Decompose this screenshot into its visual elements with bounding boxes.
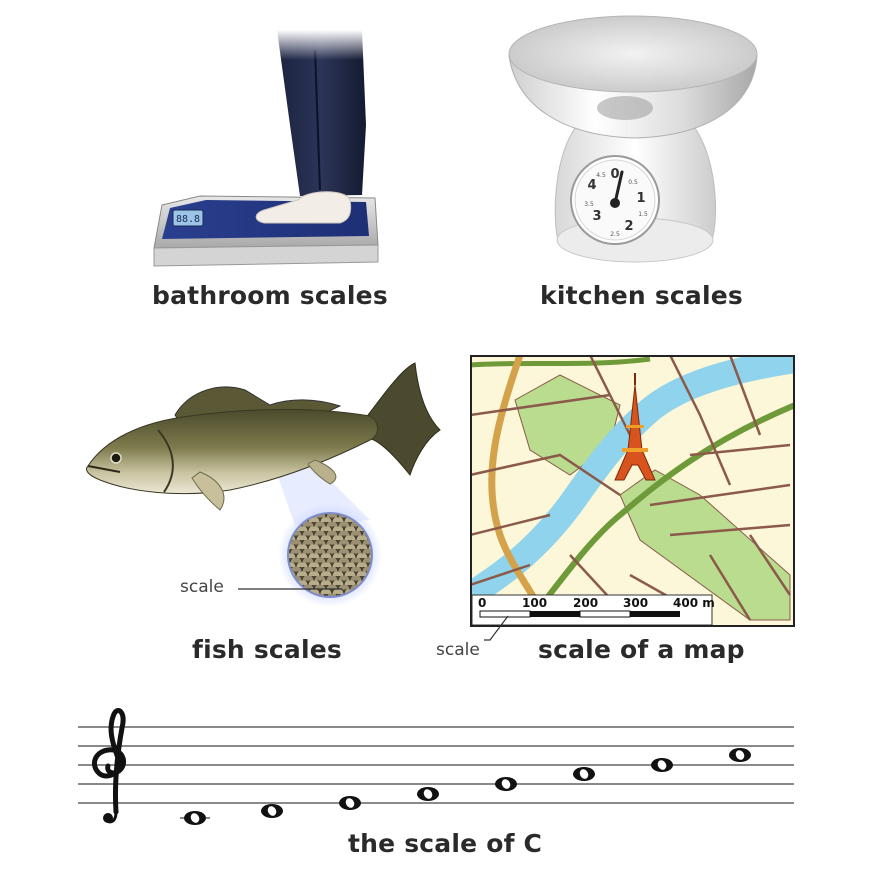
caption-bathroom-scales: bathroom scales: [152, 281, 388, 310]
scale-bar-label-300: 300: [623, 596, 648, 610]
scale-notes: [180, 748, 751, 825]
magnified-scales-circle: [287, 512, 373, 598]
note-g: [495, 777, 517, 791]
note-c-high: [729, 748, 751, 762]
note-e: [339, 796, 361, 810]
dial-minor-1-5: 1.5: [638, 211, 648, 218]
dial-minor-0-5: 0.5: [628, 179, 638, 186]
note-f: [417, 787, 439, 801]
dial-minor-2-5: 2.5: [610, 231, 620, 238]
scale-bar-label-200: 200: [573, 596, 598, 610]
treble-clef-icon: [91, 708, 126, 824]
dial-label-4: 4: [587, 178, 596, 193]
caption-kitchen-scales: kitchen scales: [540, 281, 743, 310]
dial-minor-4-5: 4.5: [596, 172, 606, 179]
main-road-green: [527, 402, 793, 622]
scale-bar-segments: [479, 610, 680, 618]
map-scale-pointer-line: [484, 615, 509, 641]
caption-scale-of-c: the scale of C: [348, 829, 543, 858]
map-scale-bar-box: [471, 594, 713, 626]
note-b: [651, 758, 673, 772]
note-c: [184, 811, 206, 825]
note-a: [573, 767, 595, 781]
park-area-south: [619, 469, 791, 621]
river: [472, 357, 793, 607]
caption-fish-scales: fish scales: [192, 635, 343, 664]
kitchen-scale-illustration: 0 1 2 3 4 0.5 1.5 2.5 3.5 4.5: [505, 8, 760, 270]
bathroom-scale-illustration: 88.8: [140, 30, 390, 275]
map-scale-label: scale: [436, 640, 480, 660]
dial-needle: [613, 170, 624, 205]
caption-scale-of-map: scale of a map: [538, 635, 745, 664]
scale-bar-label-0: 0: [478, 596, 486, 610]
scale-display-readout: 88.8: [176, 214, 200, 225]
dial-label-1: 1: [636, 191, 645, 206]
dial-minor-3-5: 3.5: [584, 201, 594, 208]
dial-label-0: 0: [610, 167, 619, 182]
fish-scale-label: scale: [180, 577, 224, 597]
scale-bar-label-100: 100: [522, 596, 547, 610]
scale-bar-label-400m: 400 m: [673, 596, 715, 610]
music-staff: [78, 700, 798, 830]
dial-label-2: 2: [624, 219, 633, 234]
city-map: 0 100 200 300 400 m: [470, 355, 795, 627]
fish-illustration: [80, 360, 450, 630]
eiffel-tower-icon: [614, 373, 656, 481]
note-d: [261, 804, 283, 818]
dial-label-3: 3: [592, 209, 601, 224]
